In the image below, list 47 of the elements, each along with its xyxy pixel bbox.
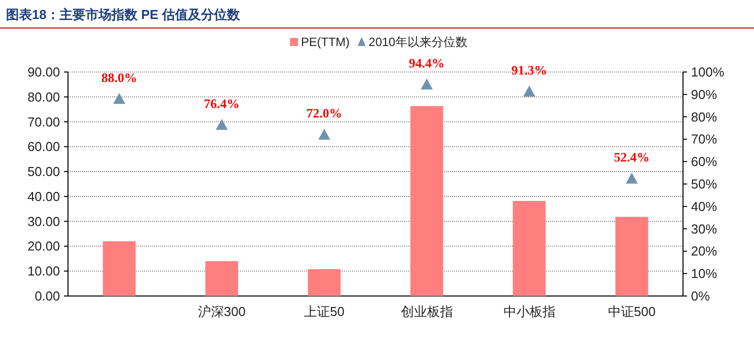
- y2-tick-label: 20%: [691, 244, 718, 259]
- y2-tick-label: 10%: [691, 266, 718, 282]
- y2-tick-label: 50%: [691, 176, 718, 192]
- y-tick-label: 20.00: [27, 238, 60, 254]
- y-tick-label: 50.00: [27, 164, 60, 180]
- legend-label: PE(TTM): [301, 35, 350, 49]
- bar: [615, 216, 648, 296]
- legend-label: 2010年以来分位数: [368, 35, 468, 49]
- data-label: 91.3%: [511, 62, 548, 78]
- bar: [410, 106, 444, 296]
- point: [216, 118, 228, 130]
- bar: [102, 241, 136, 296]
- data-label: 72.0%: [306, 106, 342, 121]
- bar: [308, 269, 341, 296]
- x-tick-label: 上证50: [304, 304, 344, 319]
- y-tick-label: 90.00: [27, 64, 60, 80]
- point: [318, 128, 330, 140]
- y2-tick-label: 80%: [691, 109, 718, 124]
- data-label: 88.0%: [101, 70, 138, 85]
- point: [420, 78, 433, 90]
- y-tick-label: 10.00: [27, 264, 60, 279]
- y-tick-label: 60.00: [27, 139, 60, 154]
- x-tick-label: 中证500: [608, 304, 656, 319]
- x-tick-label: 中小板指: [503, 304, 556, 319]
- point: [626, 172, 638, 184]
- y-tick-label: 0.00: [34, 288, 60, 304]
- bar: [512, 200, 546, 296]
- data-label: 94.4%: [408, 56, 445, 71]
- y-tick-label: 30.00: [27, 214, 60, 229]
- y2-tick-label: 40%: [691, 198, 718, 214]
- y2-tick-label: 90%: [691, 86, 718, 102]
- y2-tick-label: 70%: [691, 132, 718, 147]
- y2-tick-label: 100%: [691, 64, 725, 80]
- data-label: 52.4%: [614, 150, 650, 165]
- y-tick-label: 40.00: [27, 188, 60, 204]
- x-tick-label: 沪深300: [198, 304, 246, 319]
- y2-tick-label: 0%: [691, 288, 710, 304]
- y2-tick-label: 60%: [691, 154, 718, 170]
- x-tick-label: 创业板指: [400, 304, 453, 319]
- data-label: 76.4%: [204, 96, 240, 111]
- y2-tick-label: 30%: [691, 221, 718, 236]
- y-tick-label: 70.00: [27, 114, 60, 130]
- title: 图表18：主要市场指数 PE 估值及分位数: [6, 7, 240, 22]
- bar: [205, 261, 238, 296]
- point: [523, 85, 536, 96]
- point: [113, 92, 126, 104]
- y-tick-label: 80.00: [27, 89, 60, 104]
